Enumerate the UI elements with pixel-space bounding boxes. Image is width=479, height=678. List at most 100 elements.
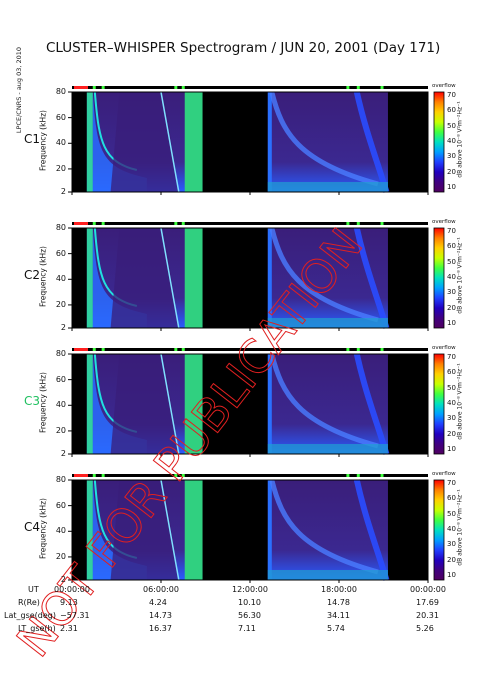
mode-strip-red — [74, 474, 88, 477]
hiss-band — [92, 354, 147, 454]
mode-strip-green — [101, 348, 105, 351]
orbit-value: 5.74 — [327, 624, 345, 633]
colorbar-tick: 20 — [447, 303, 456, 312]
orbit-value: 14.78 — [327, 598, 350, 607]
colorbar-header: overflow — [432, 219, 456, 225]
mode-strip-green — [181, 86, 185, 89]
y-tick-label: 60 — [55, 374, 66, 384]
band-edge — [184, 228, 203, 328]
mode-strip-green — [346, 222, 350, 225]
mode-strip-green — [174, 474, 178, 477]
mode-strip-green — [380, 86, 384, 89]
whistler-band — [269, 479, 379, 575]
y-tick-label: 80 — [55, 223, 66, 232]
mode-strip-green — [356, 222, 360, 225]
colorbar-header: overflow — [432, 83, 456, 89]
mode-strip — [72, 86, 428, 89]
orbit-value: 20.31 — [416, 611, 439, 620]
band-edge — [267, 228, 272, 328]
low-freq-band — [267, 182, 388, 192]
colorbar-tick: 10 — [447, 183, 456, 191]
colorbar-tick: 70 — [447, 227, 456, 235]
colorbar-tick: 40 — [447, 273, 456, 281]
hiss-band — [92, 228, 147, 328]
mode-strip-green — [380, 222, 384, 225]
colorbar-label: dB above 10⁻⁸ V²m⁻²Hz⁻¹ — [456, 363, 464, 440]
y-tick-label: 60 — [55, 500, 66, 510]
y-tick-label: 60 — [55, 248, 66, 258]
mode-strip-green — [92, 474, 96, 477]
spacecraft-label: C3 — [24, 394, 41, 408]
colorbar-tick: 30 — [447, 414, 456, 423]
mode-strip-green — [380, 348, 384, 351]
hiss-band — [92, 480, 147, 580]
mode-strip-red — [74, 86, 88, 89]
y-tick-label: 20 — [55, 163, 66, 173]
x-tick-label: 00:00:00 — [410, 585, 446, 594]
colorbar-tick: 70 — [447, 353, 456, 361]
mode-strip-green — [346, 348, 350, 351]
band-edge — [86, 92, 93, 192]
colorbar-tick: 30 — [447, 288, 456, 297]
mode-strip-red — [74, 348, 88, 351]
colorbar-tick: 50 — [447, 121, 456, 130]
orbit-value: 56.30 — [238, 611, 261, 620]
colorbar-tick: 30 — [447, 152, 456, 161]
mode-strip-green — [181, 474, 185, 477]
plasmapause-line — [160, 91, 180, 193]
y-tick-label: 80 — [55, 349, 66, 358]
colorbar-tick: 50 — [447, 509, 456, 518]
band-edge — [267, 480, 272, 580]
figure-title: CLUSTER–WHISPER Spectrogram / JUN 20, 20… — [46, 40, 441, 56]
colorbar-tick: 20 — [447, 555, 456, 564]
low-freq-band — [267, 570, 388, 580]
orbit-value: 5.26 — [416, 624, 434, 633]
colorbar-header: overflow — [432, 471, 456, 477]
colorbar-tick: 10 — [447, 319, 456, 327]
band-edge — [184, 354, 203, 454]
orbit-row-label: Lat_gse(deg) — [4, 611, 56, 620]
band-edge — [267, 354, 272, 454]
colorbar-tick: 30 — [447, 540, 456, 549]
mode-strip-green — [101, 474, 105, 477]
colorbar-tick: 10 — [447, 445, 456, 453]
mode-strip — [72, 474, 428, 477]
orbit-row-label: LT_gse(h) — [18, 624, 56, 633]
y-tick-label: 60 — [55, 112, 66, 122]
colorbar-tick: 40 — [447, 525, 456, 533]
mode-strip-green — [101, 222, 105, 225]
y-tick-label: 80 — [55, 475, 66, 484]
orbit-row-label: R(Re) — [18, 598, 40, 607]
y-tick-label: 20 — [55, 425, 66, 435]
orbit-value: 34.11 — [327, 611, 350, 620]
colorbar-label: dB above 10⁻⁸ V²m⁻²Hz⁻¹ — [456, 489, 464, 566]
band-edge — [267, 92, 272, 192]
y-tick-label: 80 — [55, 87, 66, 96]
low-freq-band — [267, 318, 388, 328]
y-tick-label: 20 — [55, 299, 66, 309]
mode-strip-green — [356, 474, 360, 477]
colorbar-tick: 70 — [447, 91, 456, 99]
whistler-band — [269, 227, 379, 323]
mode-strip-red — [74, 222, 88, 225]
plasmasphere-region — [110, 480, 179, 580]
x-tick-label: 00:00:00 — [54, 585, 90, 594]
colorbar-label: dB above 10⁻⁸ V²m⁻²Hz⁻¹ — [456, 101, 464, 178]
plasmapause-line — [160, 227, 180, 329]
orbit-value: 16.37 — [149, 624, 172, 633]
y-tick-label: 40 — [55, 400, 66, 410]
colorbar-tick: 20 — [447, 429, 456, 438]
colorbar-tick: 40 — [447, 137, 456, 145]
orbit-value: 9.13 — [60, 598, 78, 607]
low-freq-band — [267, 444, 388, 454]
colorbar — [433, 353, 445, 455]
orbit-value: 14.73 — [149, 611, 172, 620]
whistler-band — [269, 353, 379, 449]
mode-strip-green — [380, 474, 384, 477]
orbit-value: 17.69 — [416, 598, 439, 607]
spacecraft-label: C4 — [24, 520, 41, 534]
spacecraft-label: C1 — [24, 132, 41, 146]
hiss-band — [92, 92, 147, 192]
